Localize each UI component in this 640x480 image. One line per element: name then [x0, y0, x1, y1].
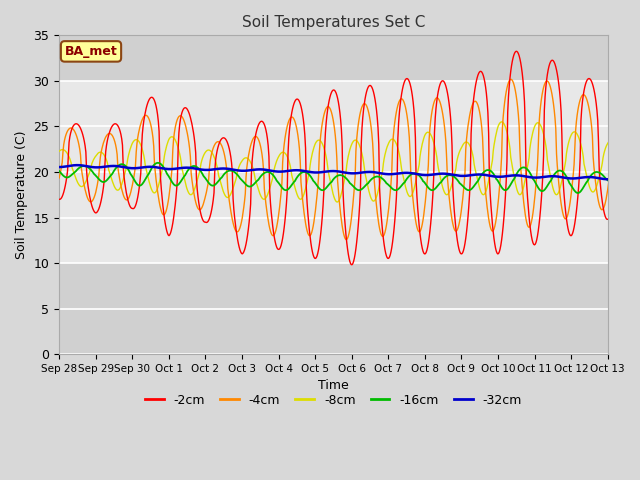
- Text: BA_met: BA_met: [65, 45, 117, 58]
- X-axis label: Time: Time: [318, 379, 349, 393]
- Title: Soil Temperatures Set C: Soil Temperatures Set C: [242, 15, 425, 30]
- Y-axis label: Soil Temperature (C): Soil Temperature (C): [15, 131, 28, 259]
- Bar: [59, 81, 608, 263]
- Legend: -2cm, -4cm, -8cm, -16cm, -32cm: -2cm, -4cm, -8cm, -16cm, -32cm: [140, 389, 527, 412]
